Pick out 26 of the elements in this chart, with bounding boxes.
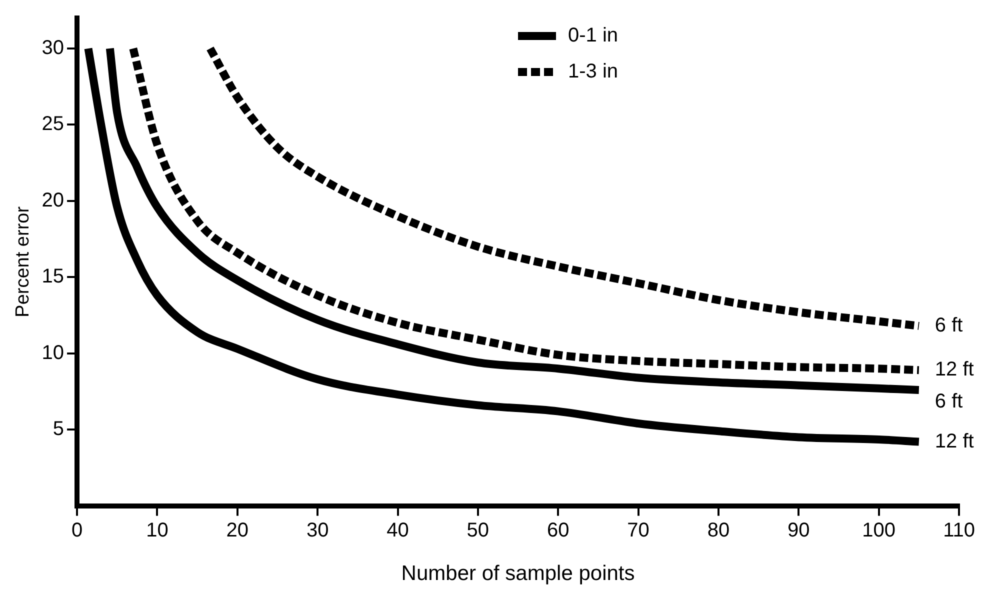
annotation: 1-3 in (568, 60, 618, 83)
x-axis-title: Number of sample points (401, 562, 635, 586)
series-label: 12 ft (934, 430, 974, 452)
y-tick-label: 15 (42, 266, 64, 288)
x-tick-label: 0 (71, 519, 83, 542)
x-tick-label: 10 (146, 519, 168, 542)
x-tick-label: 50 (466, 519, 490, 542)
series-label: 6 ft (934, 390, 964, 412)
y-tick-label: 20 (42, 189, 64, 212)
x-tick-label: 90 (788, 519, 810, 542)
y-tick-label: 10 (42, 342, 64, 364)
y-axis-title: Percent error (12, 206, 34, 318)
y-tick-label: 5 (52, 418, 64, 440)
y-tick-label: 30 (42, 37, 64, 60)
x-tick-label: 100 (862, 519, 896, 542)
y-tick-label: 25 (42, 113, 64, 136)
annotation: 0-1 in (568, 24, 618, 47)
x-tick-label: 40 (386, 519, 409, 542)
x-tick-label: 60 (546, 519, 570, 542)
x-tick-label: 30 (306, 519, 329, 542)
x-tick-label: 80 (707, 519, 730, 542)
x-tick-label: 110 (943, 519, 975, 542)
series-label: 6 ft (934, 314, 964, 336)
x-tick-label: 20 (226, 519, 249, 542)
x-tick-label: 70 (627, 519, 650, 542)
series-label: 12 ft (934, 358, 974, 381)
